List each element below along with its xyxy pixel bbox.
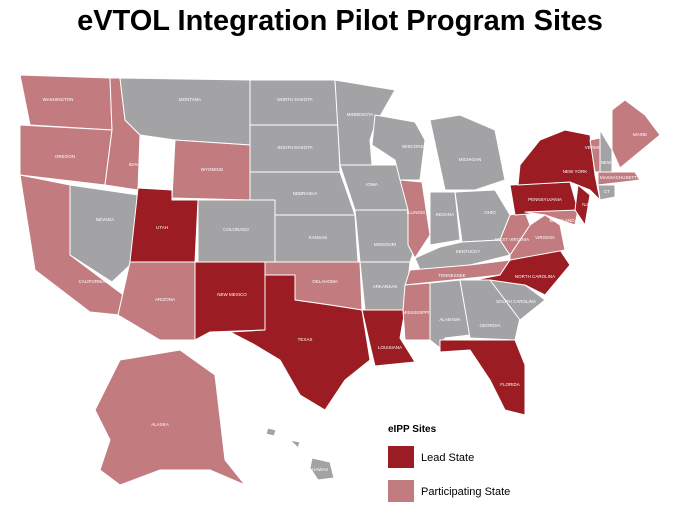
state-label: NJ xyxy=(582,202,588,207)
state-shape xyxy=(119,77,251,146)
state-shape xyxy=(371,114,426,181)
legend-label: Participating State xyxy=(421,486,510,498)
state-label: MAINE xyxy=(633,132,647,137)
state-label: CALIFORNIA xyxy=(78,279,105,284)
state-label: NORTH CAROLINA xyxy=(515,274,555,279)
state-label: ILLINOIS xyxy=(407,210,426,215)
state-label: SOUTH CAROLINA xyxy=(496,299,536,304)
state-label: HAWAII xyxy=(312,467,328,472)
state-shape xyxy=(454,189,511,243)
legend-label: Lead State xyxy=(421,452,474,464)
state-label: MICHIGAN xyxy=(459,157,482,162)
state-label: PENNSYLVANIA xyxy=(528,197,562,202)
state-label: COLORADO xyxy=(223,227,249,232)
state-label: TENNESSEE xyxy=(438,273,465,278)
state-label: MISSISSIPPI xyxy=(403,310,430,315)
state-label: OREGON xyxy=(55,154,75,159)
legend-swatch xyxy=(388,446,414,468)
state-label: NEBRASKA xyxy=(293,191,318,196)
states: WASHINGTON OREGON CALIFORNIA NEVADA IDAHO MON… xyxy=(19,74,661,486)
state-label: MINNESOTA xyxy=(347,112,373,117)
state-shape xyxy=(439,339,526,416)
title: eVTOL Integration Pilot Program Sites xyxy=(77,5,603,37)
state-label: ARIZONA xyxy=(155,297,175,302)
state-label: MASSACHUSETTS xyxy=(600,175,640,180)
state-label: MARYLAND xyxy=(550,218,576,223)
state-label: NORTH DAKOTA xyxy=(277,97,312,102)
state-shape xyxy=(599,129,613,173)
state-label: LOUISIANA xyxy=(378,345,402,350)
state-label: CT xyxy=(604,189,610,194)
state-shape xyxy=(265,427,335,481)
state-label: UTAH xyxy=(156,225,168,230)
state-shape xyxy=(429,191,461,246)
state-shape xyxy=(402,282,431,341)
state-label: MISSOURI xyxy=(374,242,396,247)
state-label: WASHINGTON xyxy=(43,97,74,102)
state-shape xyxy=(611,99,661,169)
state-label: TEXAS xyxy=(298,337,313,342)
state-label: NEVADA xyxy=(96,217,114,222)
state-label: IOWA xyxy=(366,182,378,187)
state-shape xyxy=(229,274,371,411)
state-label: ALABAMA xyxy=(439,317,460,322)
state-label: OKLAHOMA xyxy=(312,279,338,284)
state-shape xyxy=(517,129,601,201)
legend: Lead State Participating State xyxy=(388,446,510,502)
state-shape xyxy=(597,184,616,201)
state-shape xyxy=(499,211,531,256)
state-shape xyxy=(19,74,113,131)
state-shape xyxy=(597,171,641,186)
state-shape xyxy=(429,114,506,191)
state-label: VERMONT xyxy=(585,145,608,150)
state-label: ALASKA xyxy=(151,422,169,427)
state-label: FLORIDA xyxy=(500,382,520,387)
state-label: OHIO xyxy=(484,210,496,215)
state-label: KANSAS xyxy=(309,235,327,240)
state-label: NEW YORK xyxy=(563,169,587,174)
state-shape xyxy=(69,184,139,283)
legend-swatch xyxy=(388,480,414,502)
state-shape xyxy=(574,184,591,226)
state-shape xyxy=(94,349,246,486)
state-label: VIRGINIA xyxy=(535,235,555,240)
state-label: ARKANSAS xyxy=(373,284,398,289)
state-shape xyxy=(117,261,196,341)
state-shape xyxy=(354,209,416,263)
state-label: WYOMING xyxy=(201,167,224,172)
state-label: GEORGIA xyxy=(479,323,500,328)
state-label: SOUTH DAKOTA xyxy=(277,145,312,150)
legend-title: eIPP Sites xyxy=(388,424,437,435)
state-label: WEST VIRGINIA xyxy=(495,237,529,242)
state-label: NEW MEXICO xyxy=(217,292,247,297)
state-label: WISCONSIN xyxy=(402,144,428,149)
state-shape xyxy=(474,249,571,296)
state-shape xyxy=(249,79,339,126)
state-label: KENTUCKY xyxy=(456,249,481,254)
state-label: INDIANA xyxy=(436,212,454,217)
state-shape xyxy=(524,209,579,226)
state-label: IDAHO xyxy=(129,162,144,167)
state-label: MONTANA xyxy=(179,97,201,102)
state-shape xyxy=(194,261,266,341)
